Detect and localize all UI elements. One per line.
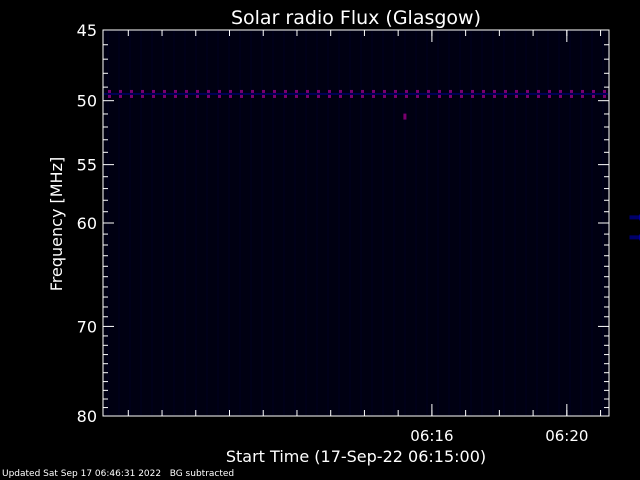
background-striation bbox=[393, 31, 395, 415]
background-striation bbox=[371, 31, 373, 415]
plot-area bbox=[103, 30, 609, 416]
burst-halo bbox=[629, 215, 640, 220]
background-striation bbox=[206, 31, 208, 415]
background-striation bbox=[338, 31, 340, 415]
footer-note: BG subtracted bbox=[169, 469, 235, 479]
background-striation bbox=[459, 31, 461, 415]
background-striation bbox=[580, 31, 582, 415]
background-striation bbox=[294, 31, 296, 415]
x-axis-label: Start Time (17-Sep-22 06:15:00) bbox=[226, 447, 486, 466]
background-striation bbox=[437, 31, 439, 415]
y-tick-label: 45 bbox=[77, 21, 97, 40]
background-striation bbox=[360, 31, 362, 415]
background-striation bbox=[250, 31, 252, 415]
background-striation bbox=[415, 31, 417, 415]
background-striation bbox=[316, 31, 318, 415]
background-striation bbox=[514, 31, 516, 415]
background-striation bbox=[569, 31, 571, 415]
background-striation bbox=[547, 31, 549, 415]
background-striation bbox=[591, 31, 593, 415]
background-striation bbox=[470, 31, 472, 415]
background-striation bbox=[525, 31, 527, 415]
background-striation bbox=[217, 31, 219, 415]
background-striation bbox=[382, 31, 384, 415]
y-tick-label: 70 bbox=[77, 317, 97, 336]
burst-halo bbox=[629, 235, 640, 240]
y-tick-label: 80 bbox=[77, 407, 97, 426]
background-striation bbox=[349, 31, 351, 415]
y-tick-label: 50 bbox=[77, 92, 97, 111]
y-axis-label: Frequency [MHz] bbox=[47, 157, 66, 291]
heatmap-layer bbox=[104, 31, 640, 415]
background-striation bbox=[173, 31, 175, 415]
background-striation bbox=[228, 31, 230, 415]
background-striation bbox=[283, 31, 285, 415]
background-striation bbox=[448, 31, 450, 415]
background-striation bbox=[536, 31, 538, 415]
background-striation bbox=[503, 31, 505, 415]
background-striation bbox=[305, 31, 307, 415]
footer-status: Updated Sat Sep 17 06:46:31 2022 BG subt… bbox=[2, 469, 234, 479]
y-tick-label: 60 bbox=[77, 214, 97, 233]
background-striation bbox=[426, 31, 428, 415]
background-striation bbox=[558, 31, 560, 415]
footer-updated: Updated Sat Sep 17 06:46:31 2022 bbox=[2, 469, 162, 479]
background-striation bbox=[129, 31, 131, 415]
interference-line bbox=[104, 92, 608, 95]
signal-point bbox=[403, 113, 407, 120]
background-striation bbox=[239, 31, 241, 415]
chart-title: Solar radio Flux (Glasgow) bbox=[231, 7, 481, 29]
background-striation bbox=[404, 31, 406, 415]
background-striation bbox=[184, 31, 186, 415]
background-striation bbox=[261, 31, 263, 415]
background-striation bbox=[327, 31, 329, 415]
background-striation bbox=[272, 31, 274, 415]
background-striation bbox=[492, 31, 494, 415]
y-tick-label: 55 bbox=[77, 156, 97, 175]
background-striation bbox=[162, 31, 164, 415]
y-axis: 45 50 55 60 70 80 bbox=[77, 21, 609, 426]
background-striation bbox=[118, 31, 120, 415]
background-striation bbox=[481, 31, 483, 415]
x-tick-label: 06:16 bbox=[410, 427, 453, 445]
x-tick-label: 06:20 bbox=[545, 427, 588, 445]
background-striation bbox=[140, 31, 142, 415]
background-striation bbox=[151, 31, 153, 415]
background-striation bbox=[195, 31, 197, 415]
